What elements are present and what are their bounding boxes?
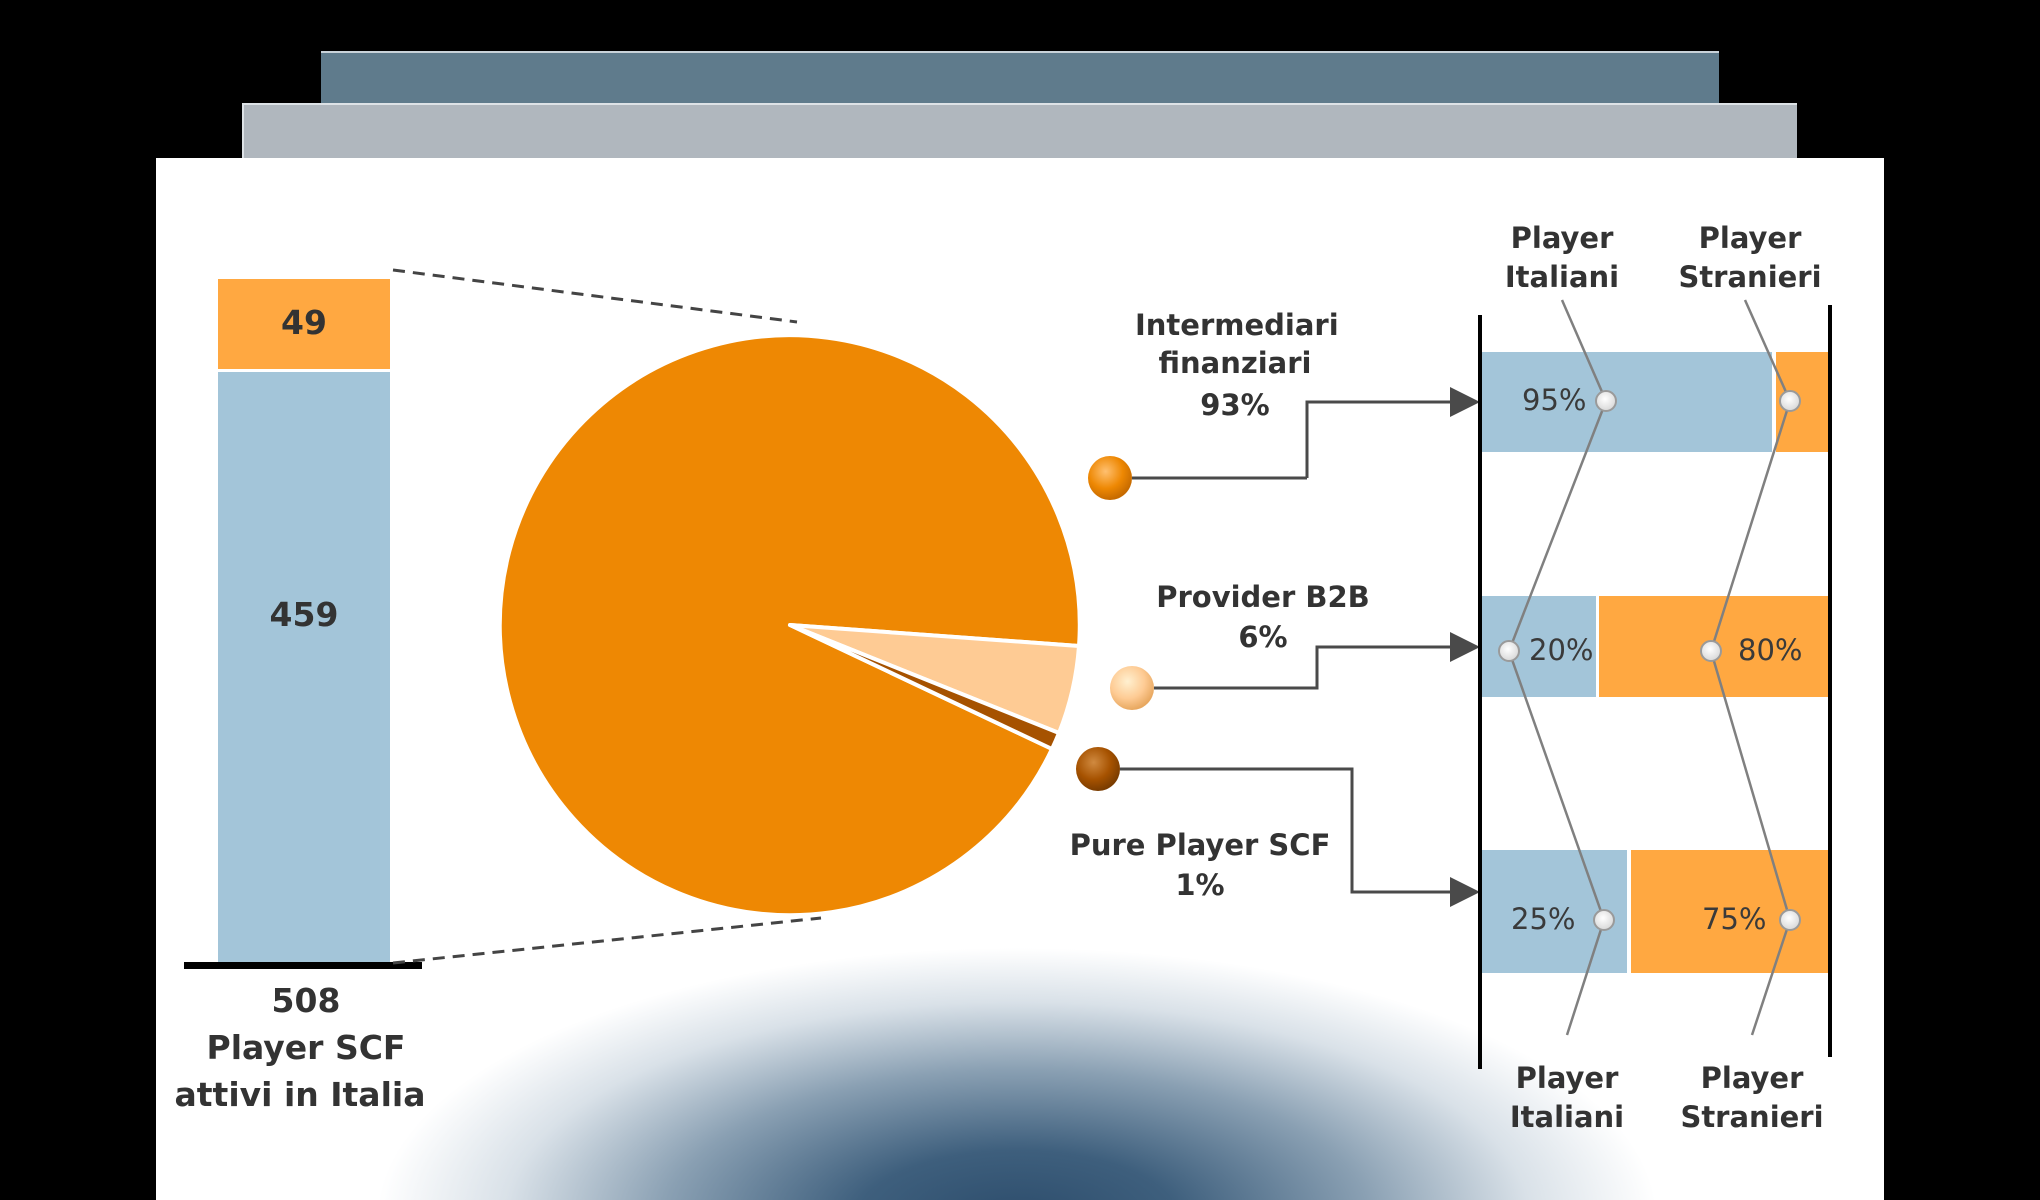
zoom-line-top (392, 268, 798, 324)
label-pure-player-pct: 1% (1175, 868, 1225, 902)
bottom-label-italiani-line1: Player (1515, 1061, 1619, 1095)
bottom-label-italiani-line2: Italiani (1509, 1100, 1625, 1134)
left-bar-caption-line2: attivi in Italia (174, 1075, 426, 1114)
top-label-italiani-line2: Italiani (1504, 260, 1620, 294)
left-bar-blue-segment (218, 372, 390, 962)
bottom-label-stranieri-line1: Player (1700, 1061, 1804, 1095)
marker-bar3-stranieri (1779, 909, 1801, 931)
ball-intermediari-icon (1088, 456, 1132, 500)
bar1-italiani-pct: 95% (1522, 383, 1587, 417)
marker-bar1-italiani (1595, 390, 1617, 412)
left-bar-baseline (184, 962, 422, 969)
label-intermediari-line2: finanziari (1158, 346, 1312, 380)
top-label-italiani-line1: Player (1510, 221, 1614, 255)
label-provider-line1: Provider B2B (1156, 580, 1370, 614)
chart-panel: 49 459 508 Player SCF attivi in Italia I… (156, 158, 1884, 1200)
top-label-stranieri-line2: Stranieri (1678, 260, 1822, 294)
chart-graphics (184, 268, 1832, 1069)
marker-bar3-italiani (1593, 909, 1615, 931)
bar3-italiani-pct: 25% (1511, 902, 1576, 936)
pie-chart (497, 333, 1082, 918)
top-label-stranieri-line1: Player (1698, 221, 1802, 255)
left-bar-orange-segment (218, 279, 390, 369)
label-intermediari-line1: Intermediari (1135, 308, 1339, 342)
bar3-stranieri-pct: 75% (1702, 902, 1767, 936)
marker-bar2-italiani (1498, 640, 1520, 662)
bar2-italiani-pct: 20% (1529, 633, 1594, 667)
connector-provider (1154, 632, 1480, 690)
label-provider-pct: 6% (1238, 620, 1288, 654)
pie-slice-pure-player[interactable] (788, 623, 1061, 751)
header-band-dark (321, 51, 1719, 103)
zoom-line-bottom (392, 916, 822, 965)
marker-bar2-stranieri (1700, 640, 1722, 662)
bar1-italiani[interactable] (1482, 352, 1772, 452)
left-bar-caption-line1: Player SCF (206, 1028, 406, 1067)
label-intermediari-pct: 93% (1200, 388, 1270, 422)
ball-pure-player-icon (1076, 747, 1120, 791)
header-band-light (242, 103, 1797, 158)
left-bar-total: 508 (271, 981, 341, 1020)
connector-pure-player (1120, 767, 1480, 907)
bar2-stranieri-pct: 80% (1738, 633, 1803, 667)
marker-bar1-stranieri (1779, 390, 1801, 412)
bottom-label-stranieri-line2: Stranieri (1680, 1100, 1824, 1134)
connector-intermediari (1305, 387, 1480, 478)
left-bar-orange-value: 49 (281, 303, 327, 342)
ball-provider-icon (1110, 666, 1154, 710)
label-pure-player-line1: Pure Player SCF (1069, 828, 1331, 862)
left-bar-blue-value: 459 (269, 595, 339, 634)
